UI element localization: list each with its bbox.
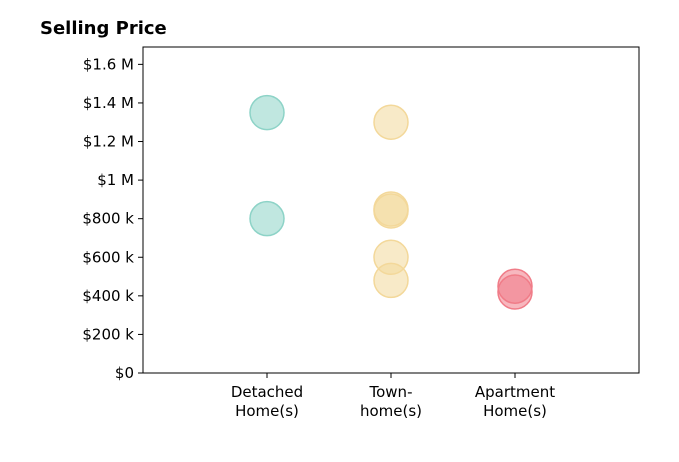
- x-tick-label-line: Home(s): [235, 402, 299, 420]
- point: [373, 193, 409, 229]
- y-tick-label: $800 k: [82, 210, 134, 228]
- x-tick-label-line: Town-: [369, 383, 413, 401]
- x-tick-label-line: Home(s): [483, 402, 547, 420]
- y-tick-label: $600 k: [82, 248, 134, 266]
- point: [373, 104, 409, 140]
- x-tick-label: Detached Home(s): [231, 383, 303, 420]
- y-tick-label: $1.4 M: [83, 94, 134, 112]
- y-tick-label: $0: [115, 364, 134, 382]
- y-tick-label: $1.6 M: [83, 55, 134, 73]
- x-tick-label: Apartment Home(s): [475, 383, 555, 420]
- y-tick-label: $200 k: [82, 325, 134, 343]
- chart-title: Selling Price: [40, 18, 167, 39]
- point: [249, 94, 285, 131]
- x-tick-label: Town-home(s): [360, 383, 422, 420]
- point: [497, 274, 533, 310]
- y-tick-label: $1.2 M: [83, 133, 134, 151]
- y-tick-label: $400 k: [82, 287, 134, 305]
- x-tick-label-line: Apartment: [475, 383, 555, 401]
- y-tick-label: $1 M: [97, 171, 134, 189]
- x-tick-label-line: Detached: [231, 383, 303, 401]
- x-tick-label-line: home(s): [360, 402, 422, 420]
- point: [249, 200, 285, 237]
- point: [373, 262, 409, 299]
